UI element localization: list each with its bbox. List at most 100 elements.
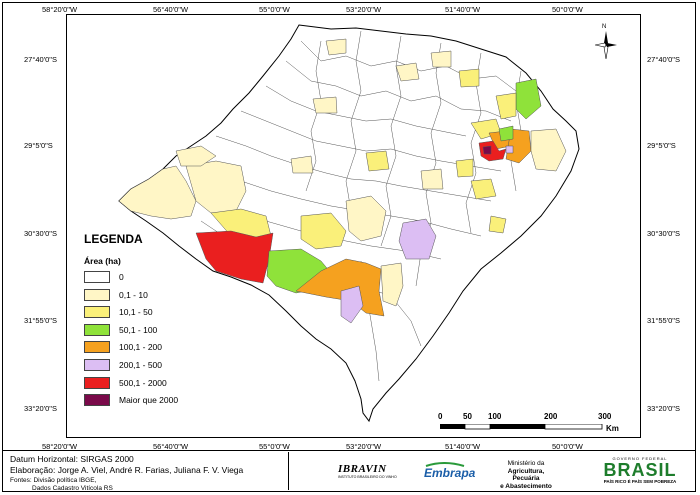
coord-right-2: 29°5'0"S bbox=[647, 141, 676, 150]
scale-label: 200 bbox=[544, 412, 558, 421]
map-frame bbox=[66, 14, 641, 438]
legend-label: 0 bbox=[119, 272, 124, 282]
coord-top-1: 58°20'0"W bbox=[42, 5, 78, 14]
region-yellow-light-nw bbox=[175, 145, 217, 167]
legend-swatch bbox=[84, 306, 110, 319]
region-yellow-mid3 bbox=[420, 168, 444, 190]
scale-unit: Km bbox=[606, 424, 619, 433]
legend-swatch bbox=[84, 358, 110, 371]
scale-bar-graphic bbox=[440, 424, 603, 430]
legend-title: LEGENDA bbox=[84, 232, 143, 246]
region-yellow-south bbox=[380, 262, 404, 307]
legend-label: Maior que 2000 bbox=[119, 395, 179, 406]
legend-swatch bbox=[84, 323, 110, 336]
legend-item: 500,1 - 2000 bbox=[84, 376, 204, 394]
region-lilac-center bbox=[398, 218, 437, 260]
region-yellow-north4 bbox=[458, 68, 480, 88]
coord-bottom-3: 55°0'0"W bbox=[259, 442, 290, 451]
ministry-line-2: Agricultura, Pecuária bbox=[507, 467, 545, 483]
region-yellow-serra2 bbox=[530, 128, 567, 172]
legend-swatch bbox=[84, 271, 110, 283]
legend-label: 10,1 - 50 bbox=[119, 307, 153, 318]
gov-slogan: PAÍS RICO É PAÍS SEM POBREZA bbox=[603, 479, 677, 484]
legend-item: 200,1 - 500 bbox=[84, 358, 204, 376]
ibravin-logo-text: IBRAVIN bbox=[338, 463, 387, 475]
legend-subtitle: Área (ha) bbox=[84, 256, 121, 266]
region-yellow-mid4 bbox=[455, 158, 474, 178]
region-yellow-north2 bbox=[395, 62, 420, 82]
coord-left-5: 33°20'0"S bbox=[24, 404, 57, 413]
legend-label: 50,1 - 100 bbox=[119, 324, 158, 335]
legend-swatch bbox=[84, 394, 110, 407]
legend-swatch bbox=[84, 376, 110, 389]
sources-text-2: Dados Cadastro Vitícola RS bbox=[32, 485, 113, 492]
coord-top-3: 55°0'0"W bbox=[259, 5, 290, 14]
legend-item: 100,1 - 200 bbox=[84, 340, 204, 358]
ibravin-logo-subtitle: INSTITUTO BRASILEIRO DO VINHO bbox=[338, 475, 397, 479]
legend-label: 500,1 - 2000 bbox=[119, 377, 167, 388]
region-red-southwest bbox=[195, 230, 274, 284]
gov-label: GOVERNO FEDERAL bbox=[612, 456, 668, 461]
coord-top-6: 50°0'0"W bbox=[552, 5, 583, 14]
scale-label: 50 bbox=[463, 412, 472, 421]
coord-top-5: 51°40'0"W bbox=[445, 5, 481, 14]
coord-top-2: 56°40'0"W bbox=[153, 5, 189, 14]
coord-bottom-4: 53°20'0"W bbox=[346, 442, 382, 451]
legend-swatch bbox=[84, 341, 110, 354]
region-yellow-center1 bbox=[300, 212, 347, 250]
region-yellow-north1 bbox=[325, 38, 347, 56]
legend-item: 50,1 - 100 bbox=[84, 323, 204, 341]
coord-right-4: 31°55'0"S bbox=[647, 316, 680, 325]
region-yellow-north3 bbox=[430, 50, 452, 68]
region-yellow-ne1 bbox=[495, 92, 517, 120]
footer-divider bbox=[288, 452, 289, 490]
coord-bottom-1: 58°20'0"W bbox=[42, 442, 78, 451]
embrapa-swoosh-icon bbox=[425, 462, 465, 467]
region-yellow-light-west2 bbox=[185, 160, 247, 214]
coord-bottom-5: 51°40'0"W bbox=[445, 442, 481, 451]
region-yellow-mid2 bbox=[365, 150, 390, 172]
region-yellow-light-west bbox=[118, 165, 197, 220]
region-red-serra bbox=[478, 140, 507, 162]
coord-left-2: 29°5'0"S bbox=[24, 141, 53, 150]
brasil-wordmark: BRASIL bbox=[603, 460, 677, 480]
region-green-serra bbox=[498, 125, 514, 142]
scale-label: 300 bbox=[598, 412, 612, 421]
legend-label: 200,1 - 500 bbox=[119, 359, 163, 370]
legend-label: 0,1 - 10 bbox=[119, 289, 148, 300]
coord-left-1: 27°40'0"S bbox=[24, 55, 57, 64]
brasil-government-logo: GOVERNO FEDERAL BRASIL PAÍS RICO É PAÍS … bbox=[588, 456, 692, 490]
north-label: N bbox=[602, 24, 607, 30]
sources-text-1: Fontes: Divisão política IBGE, bbox=[10, 477, 97, 484]
legend-item: 0,1 - 10 bbox=[84, 288, 204, 306]
ministry-line-3: e Abastecimento bbox=[500, 482, 552, 490]
coord-right-1: 27°40'0"S bbox=[647, 55, 680, 64]
coord-bottom-2: 56°40'0"W bbox=[153, 442, 189, 451]
region-yellow-east2 bbox=[470, 178, 497, 200]
coord-top-4: 53°20'0"W bbox=[346, 5, 382, 14]
north-arrow: N bbox=[595, 24, 617, 60]
coord-left-4: 31°55'0"S bbox=[24, 316, 57, 325]
legend-item: 0 bbox=[84, 270, 204, 288]
legend-label: 100,1 - 200 bbox=[119, 342, 163, 353]
footer: Datum Horizontal: SIRGAS 2000 Elaboração… bbox=[2, 450, 696, 493]
ministry-text: Ministério da Agricultura, Pecuária e Ab… bbox=[496, 460, 556, 490]
ibravin-logo: IBRAVIN INSTITUTO BRASILEIRO DO VINHO bbox=[338, 463, 400, 485]
embrapa-logo-text: Embrapa bbox=[424, 466, 476, 480]
region-maroon-serra bbox=[482, 145, 492, 155]
compass-icon bbox=[595, 31, 617, 59]
ministry-line-1: Ministério da bbox=[507, 460, 545, 467]
scale-label: 0 bbox=[438, 412, 443, 421]
coord-right-3: 30°30'0"S bbox=[647, 229, 680, 238]
datum-text: Datum Horizontal: SIRGAS 2000 bbox=[10, 454, 134, 464]
legend-swatch bbox=[84, 288, 110, 301]
region-yellow-east1 bbox=[488, 215, 507, 234]
region-yellow-center2 bbox=[345, 195, 387, 242]
legend-item: Maior que 2000 bbox=[84, 393, 204, 411]
rs-state-map bbox=[118, 24, 580, 423]
coord-right-5: 33°20'0"S bbox=[647, 404, 680, 413]
scale-label: 100 bbox=[488, 412, 502, 421]
legend: LEGENDA Área (ha) 0 0,1 - 10 10,1 - 50 5… bbox=[84, 232, 204, 411]
elaboration-text: Elaboração: Jorge A. Viel, André R. Fari… bbox=[10, 465, 244, 475]
